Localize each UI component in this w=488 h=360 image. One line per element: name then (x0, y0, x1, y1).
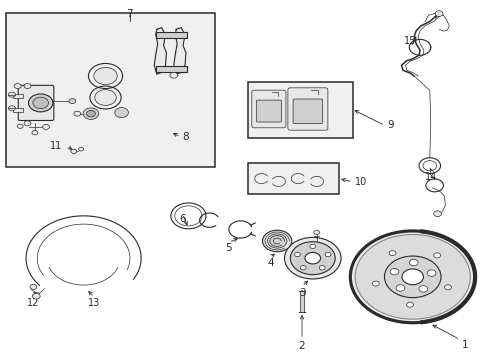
Text: 3: 3 (298, 288, 305, 298)
Circle shape (24, 84, 31, 89)
Circle shape (69, 99, 76, 104)
FancyBboxPatch shape (18, 85, 54, 121)
Circle shape (83, 108, 99, 120)
Circle shape (401, 269, 423, 285)
Text: 2: 2 (298, 341, 305, 351)
Circle shape (8, 106, 15, 111)
Circle shape (71, 149, 77, 153)
Circle shape (408, 259, 417, 266)
Circle shape (79, 147, 83, 151)
Circle shape (313, 230, 319, 234)
FancyBboxPatch shape (256, 100, 281, 122)
Circle shape (309, 244, 315, 248)
Text: 9: 9 (386, 121, 393, 130)
Circle shape (319, 266, 325, 270)
Circle shape (434, 11, 442, 17)
Text: 14: 14 (424, 172, 436, 182)
Circle shape (32, 131, 38, 135)
Circle shape (28, 94, 53, 112)
Text: 11: 11 (50, 141, 62, 151)
Polygon shape (173, 28, 185, 74)
Circle shape (433, 253, 440, 258)
Text: 5: 5 (225, 243, 232, 253)
Circle shape (86, 111, 95, 117)
Circle shape (444, 285, 450, 290)
Bar (299, 291, 304, 312)
Circle shape (389, 269, 398, 275)
Circle shape (94, 67, 117, 85)
Circle shape (14, 84, 21, 89)
Bar (5, 13, 215, 167)
Circle shape (433, 211, 441, 217)
Circle shape (395, 285, 404, 291)
Circle shape (30, 284, 37, 289)
FancyBboxPatch shape (287, 88, 327, 130)
Text: 12: 12 (27, 298, 40, 308)
Circle shape (169, 72, 177, 78)
Circle shape (284, 237, 340, 279)
Circle shape (384, 256, 440, 298)
Circle shape (95, 90, 116, 105)
Circle shape (267, 234, 286, 248)
Circle shape (74, 111, 81, 116)
Text: 6: 6 (179, 215, 185, 224)
Text: 4: 4 (266, 258, 273, 268)
Text: 1: 1 (461, 340, 467, 350)
Circle shape (262, 230, 291, 252)
Circle shape (17, 124, 23, 129)
Text: 7: 7 (126, 9, 133, 19)
Circle shape (33, 97, 48, 109)
Text: 15: 15 (403, 36, 416, 46)
Bar (248, 163, 338, 194)
Circle shape (294, 252, 300, 257)
Circle shape (115, 108, 128, 118)
Circle shape (388, 251, 395, 256)
Circle shape (42, 125, 49, 130)
Bar (156, 66, 186, 72)
Circle shape (32, 293, 40, 299)
Circle shape (305, 252, 320, 264)
Text: 8: 8 (183, 132, 189, 142)
Circle shape (325, 252, 330, 257)
Bar (13, 108, 22, 112)
Bar (156, 32, 186, 38)
Text: 10: 10 (355, 177, 367, 187)
Circle shape (8, 92, 15, 97)
Circle shape (427, 270, 435, 276)
Circle shape (349, 231, 474, 323)
Circle shape (290, 242, 334, 275)
Text: 13: 13 (88, 298, 100, 308)
Circle shape (418, 285, 427, 292)
FancyBboxPatch shape (292, 99, 322, 123)
Bar (248, 82, 352, 138)
Circle shape (372, 281, 379, 286)
Circle shape (354, 234, 469, 319)
Circle shape (300, 266, 305, 270)
FancyBboxPatch shape (251, 90, 285, 128)
Polygon shape (154, 28, 166, 74)
Circle shape (24, 121, 31, 126)
Bar (13, 94, 22, 98)
Circle shape (406, 302, 413, 307)
